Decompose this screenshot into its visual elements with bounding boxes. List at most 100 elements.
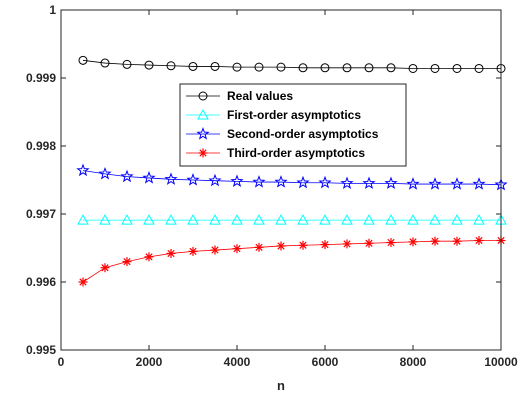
series-1-point	[188, 61, 198, 71]
series-3-point	[384, 176, 398, 190]
series-3-point	[76, 163, 90, 177]
series-2-point	[407, 214, 419, 225]
series-3-point	[252, 175, 266, 188]
series-4-point	[100, 263, 110, 273]
series-2-point	[275, 214, 287, 225]
x-tick-label: 10000	[484, 355, 518, 369]
series-3-point	[450, 177, 464, 190]
series-1-point	[254, 62, 264, 72]
series-2-point	[231, 214, 243, 225]
y-tick-label: 0.996	[26, 275, 56, 289]
series-3-point	[186, 173, 200, 186]
series-4-point	[210, 245, 220, 255]
series-2-point	[165, 214, 177, 225]
series-layer	[76, 55, 508, 287]
series-1-point	[452, 63, 462, 73]
series-1-point	[122, 59, 132, 69]
series-2-point	[385, 214, 397, 225]
legend-box	[179, 83, 407, 167]
series-2-point	[143, 214, 155, 225]
plot-area	[61, 10, 501, 350]
y-tick-label: 0.995	[26, 343, 56, 357]
series-4-point	[232, 244, 242, 254]
series-4-point	[364, 238, 374, 248]
series-1-point	[232, 62, 242, 72]
series-4-point	[78, 277, 88, 287]
legend-label: Real values	[227, 89, 293, 103]
series-4-point	[144, 252, 154, 262]
series-4-point	[386, 238, 396, 248]
series-4-point	[276, 241, 286, 251]
series-3-point	[120, 169, 134, 183]
legend-marker	[197, 108, 209, 120]
series-3-point	[208, 173, 222, 187]
series-1-point	[386, 63, 396, 73]
series-1-point	[342, 63, 352, 73]
series-1-point	[408, 63, 418, 73]
series-4	[78, 236, 506, 287]
series-2-point	[341, 214, 353, 225]
x-tick-label: 8000	[400, 355, 427, 369]
series-2	[77, 214, 507, 225]
series-1-point	[430, 63, 440, 73]
series-2-point	[297, 214, 309, 225]
legend-entry-1: Real values	[186, 89, 293, 103]
series-4-point	[122, 257, 132, 267]
series-1	[78, 55, 506, 73]
legend-marker	[198, 148, 208, 158]
legend: Real values First-order asymptotics Second…	[179, 83, 407, 167]
series-1-point	[210, 61, 220, 71]
series-4-point	[320, 240, 330, 250]
series-1-point	[78, 55, 88, 65]
series-4-point	[474, 236, 484, 246]
series-4-point	[430, 236, 440, 246]
series-4-point	[254, 242, 264, 252]
series-2-point	[99, 214, 111, 225]
series-1-point	[144, 60, 154, 70]
y-tick-label: 1	[49, 3, 56, 17]
series-1-point	[320, 63, 330, 73]
series-2-point	[473, 214, 485, 225]
series-3-point	[428, 177, 442, 190]
series-3-point	[472, 177, 486, 190]
x-tick-label: 6000	[312, 355, 339, 369]
series-3-point	[164, 172, 178, 185]
legend-entry-4: Third-order asymptotics	[186, 146, 365, 160]
series-3-point	[296, 175, 310, 189]
series-2-point	[319, 214, 331, 225]
series-2-point	[253, 214, 265, 225]
series-2-point	[429, 214, 441, 225]
series-4-point	[452, 236, 462, 246]
series-4-point	[188, 246, 198, 256]
y-tick-label: 0.998	[26, 139, 56, 153]
series-1-point	[276, 62, 286, 72]
y-tick-label: 0.997	[26, 207, 56, 221]
series-3-point	[340, 176, 354, 190]
series-2-point	[187, 214, 199, 225]
x-tick-label: 0	[58, 355, 65, 369]
series-2-point	[121, 214, 133, 225]
series-3-point	[142, 171, 156, 184]
legend-label: First-order asymptotics	[227, 108, 361, 122]
series-4-point	[298, 240, 308, 250]
series-1-point	[474, 63, 484, 73]
series-3-point	[230, 174, 244, 187]
series-1-point	[298, 63, 308, 73]
x-tick-label: 2000	[136, 355, 163, 369]
y-tick-label: 0.999	[26, 71, 56, 85]
x-tick-label: 4000	[224, 355, 251, 369]
series-2-point	[363, 214, 375, 225]
series-3-point	[318, 175, 332, 189]
series-1-point	[100, 58, 110, 68]
series-2-point	[451, 214, 463, 225]
legend-marker	[198, 91, 208, 101]
series-1-point	[364, 63, 374, 73]
legend-marker	[196, 127, 210, 140]
series-4-point	[342, 239, 352, 249]
series-4-point	[408, 237, 418, 247]
axes-box	[60, 9, 502, 351]
x-axis-label: n	[277, 378, 285, 393]
series-2-point	[77, 214, 89, 225]
series-3	[76, 163, 508, 191]
